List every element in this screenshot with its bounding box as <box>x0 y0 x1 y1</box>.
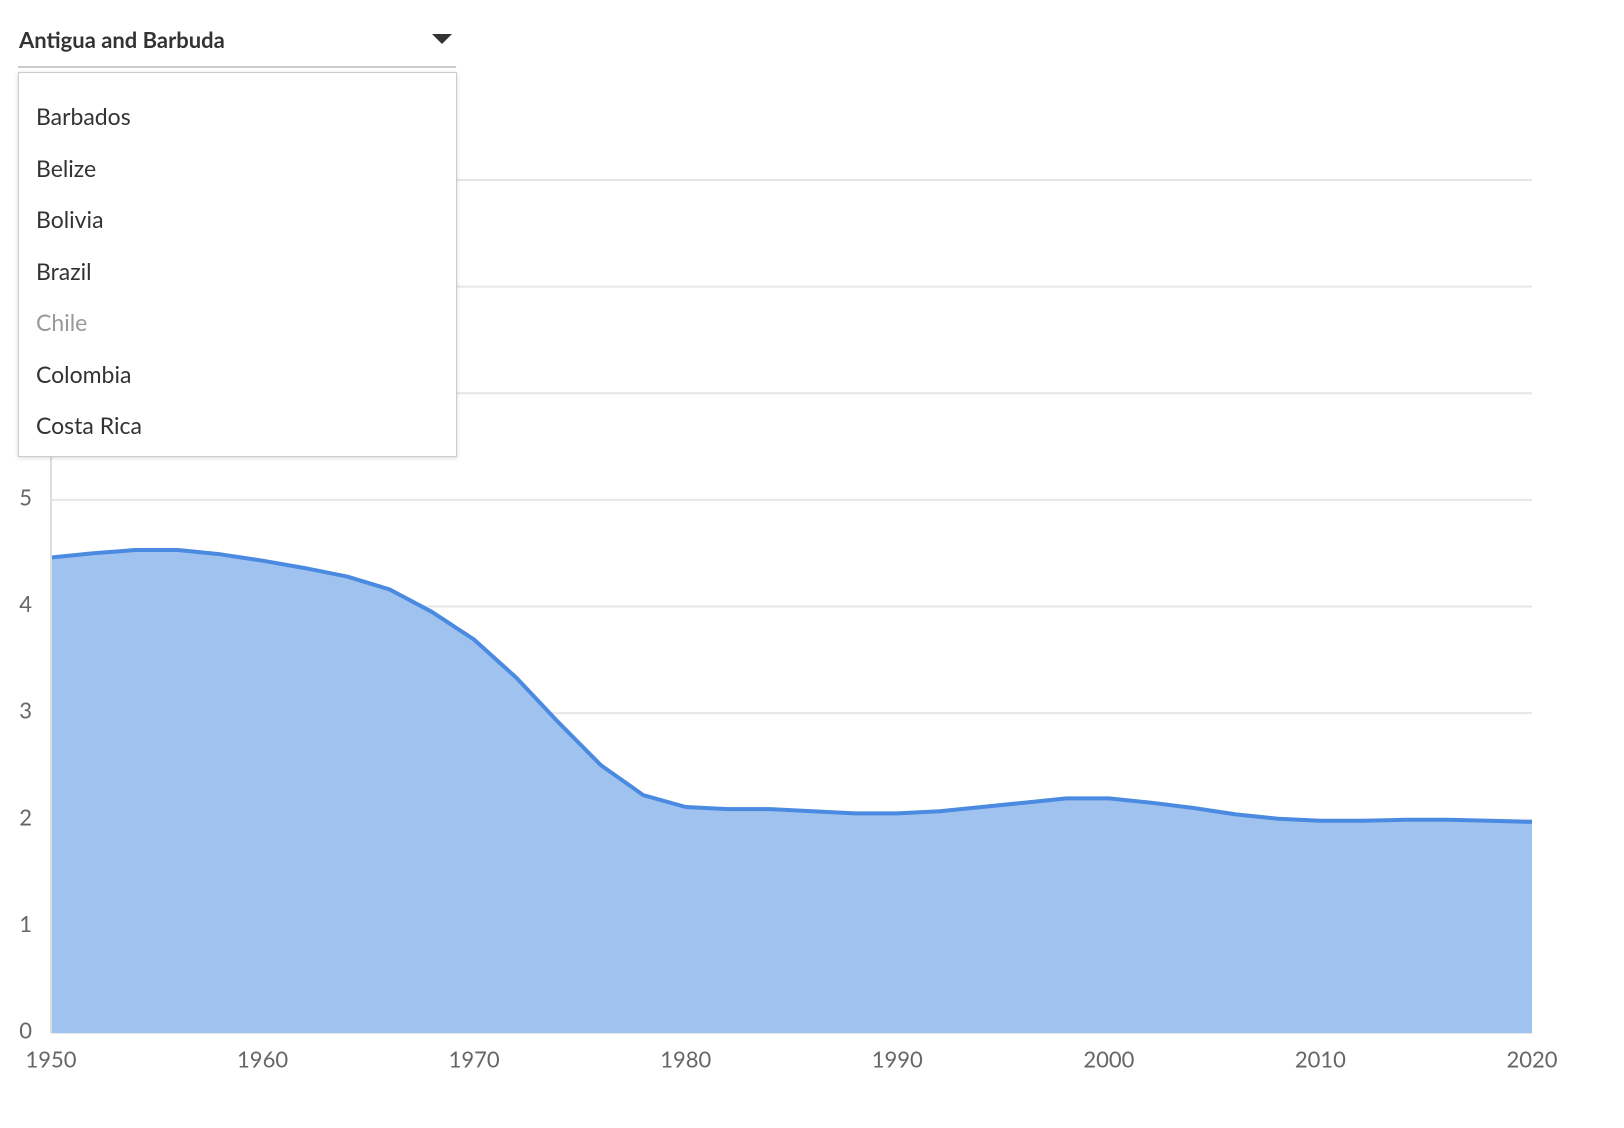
y-tick-label: 1 <box>19 910 32 937</box>
dropdown-option[interactable]: Barbados <box>36 102 131 130</box>
line <box>50 548 1533 824</box>
y-tick-label: 3 <box>19 697 32 724</box>
dropdown-selected: Antigua and Barbuda <box>19 26 225 53</box>
x-tick-label: 2020 <box>1506 1046 1557 1073</box>
area <box>51 550 1532 1033</box>
dropdown-option[interactable]: Belize <box>36 153 97 182</box>
dropdown-option[interactable]: Colombia <box>36 359 132 388</box>
x-tick-label: 1990 <box>872 1046 923 1073</box>
dropdown-arrow <box>432 34 452 44</box>
dropdown-option: Chile <box>36 308 88 336</box>
x-tick-label: 1950 <box>25 1046 76 1073</box>
y-tick-label: 4 <box>19 590 32 617</box>
y-tick-label: 0 <box>19 1017 32 1044</box>
dropdown[interactable]: Antigua and Barbuda <box>18 20 456 68</box>
dropdown-option[interactable]: Bolivia <box>36 205 104 233</box>
dropdown-option[interactable]: Costa Rica <box>36 411 142 439</box>
y-tick-label: 5 <box>19 483 32 510</box>
x-tick-label: 1980 <box>660 1046 711 1073</box>
x-tick-label: 1960 <box>237 1046 288 1073</box>
x-tick-label: 1970 <box>449 1046 500 1073</box>
x-tick-label: 2000 <box>1083 1046 1134 1073</box>
y-tick-label: 2 <box>19 803 32 830</box>
dropdown-list: Barbados Belize Bolivia Brazil Chile Colombia… <box>18 72 457 457</box>
dropdown-option[interactable]: Brazil <box>36 256 92 285</box>
x-tick-label: 2010 <box>1295 1046 1346 1073</box>
